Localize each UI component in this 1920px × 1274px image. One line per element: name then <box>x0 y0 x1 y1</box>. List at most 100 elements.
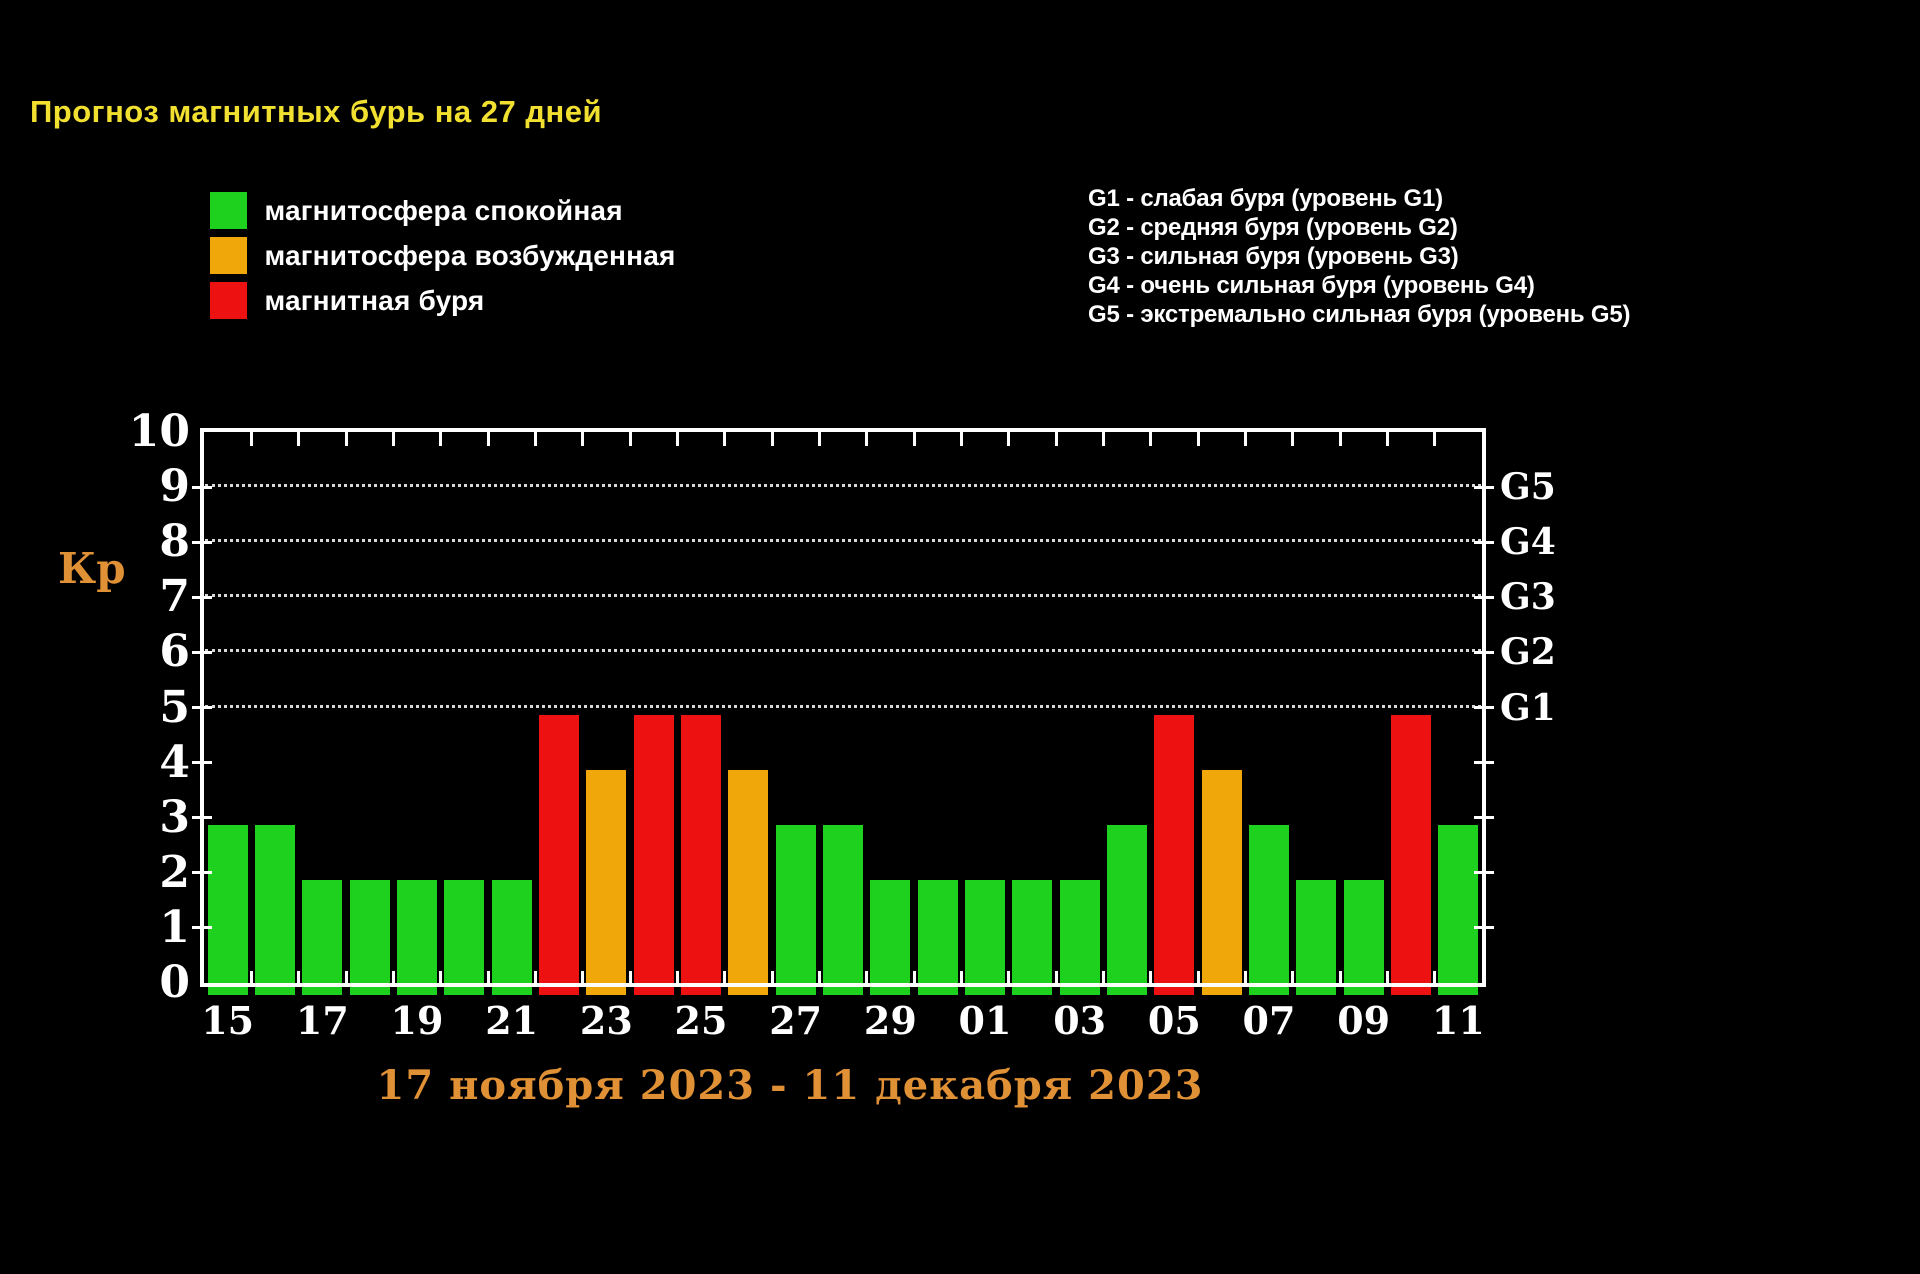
top-axis-tick <box>675 428 679 446</box>
right-axis-tick-kp-2 <box>1474 871 1494 875</box>
storm-scale-legend: G1 - слабая буря (уровень G1) G2 - средн… <box>1088 184 1631 329</box>
y-tick-label-6: 6 <box>159 626 190 678</box>
bar-day-03 <box>1059 879 1100 995</box>
storm-scale-line-g2: G2 - средняя буря (уровень G2) <box>1088 214 1458 241</box>
bottom-axis-tick <box>581 971 585 987</box>
bar-day-27 <box>775 824 816 995</box>
bar-day-19 <box>396 879 437 995</box>
bottom-axis-tick <box>1054 971 1058 987</box>
bottom-axis-tick <box>723 971 727 987</box>
y-tick-label-7: 7 <box>159 571 190 623</box>
bottom-axis-tick <box>391 971 395 987</box>
y-tick-label-10: 10 <box>128 406 190 457</box>
y-axis-label-kp: Кр <box>58 544 126 593</box>
gridline-kp-5 <box>205 704 1481 708</box>
right-axis-tick-kp-4 <box>1474 761 1494 765</box>
right-axis-label-g4: G4 <box>1500 521 1556 564</box>
bottom-axis-tick <box>439 971 443 987</box>
right-axis-tick-kp-1 <box>1474 926 1494 930</box>
bottom-axis-tick <box>297 971 301 987</box>
y-tick-label-2: 2 <box>159 846 190 898</box>
y-tick-label-9: 9 <box>159 461 190 513</box>
bottom-axis-tick <box>1291 971 1295 987</box>
legend-item-label: магнитная буря <box>264 284 485 316</box>
bar-day-17 <box>302 879 343 995</box>
x-tick-label-21: 21 <box>485 998 539 1043</box>
bottom-axis-tick <box>1385 971 1389 987</box>
x-tick-label-09: 09 <box>1337 998 1391 1043</box>
y-tick-label-8: 8 <box>159 516 190 568</box>
kp-forecast-bar-chart <box>192 428 1494 995</box>
right-axis-label-g5: G5 <box>1500 466 1556 509</box>
gridline-kp-9 <box>205 484 1481 488</box>
y-tick-label-4: 4 <box>159 736 190 788</box>
bar-day-05 <box>1154 714 1195 995</box>
legend-item-label: магнитосфера возбужденная <box>264 239 676 271</box>
bottom-axis-tick <box>344 971 348 987</box>
bottom-axis-tick <box>1196 971 1200 987</box>
bottom-axis-tick <box>1433 971 1437 987</box>
bottom-axis-tick <box>1243 971 1247 987</box>
bar-day-26 <box>728 769 769 995</box>
bar-day-01 <box>964 879 1005 995</box>
y-tick-label-0: 0 <box>159 957 190 1008</box>
y-tick-label-3: 3 <box>159 791 190 843</box>
y-tick-label-5: 5 <box>159 681 190 733</box>
bottom-axis-tick <box>865 971 869 987</box>
right-axis-tick-kp-6 <box>1474 650 1494 654</box>
top-axis-tick <box>865 428 869 446</box>
top-axis-tick <box>486 428 490 446</box>
right-axis-tick-kp-8 <box>1474 540 1494 544</box>
top-axis-tick <box>581 428 585 446</box>
x-tick-label-25: 25 <box>674 998 728 1043</box>
top-axis-tick <box>249 428 253 446</box>
top-axis-tick <box>533 428 537 446</box>
bar-day-29 <box>870 879 911 995</box>
x-tick-label-17: 17 <box>295 998 349 1043</box>
right-axis-label-g3: G3 <box>1500 576 1556 619</box>
y-tick-label-1: 1 <box>159 901 190 953</box>
legend-item-storm: магнитная буря <box>210 282 676 319</box>
x-tick-label-07: 07 <box>1242 998 1296 1043</box>
x-tick-label-27: 27 <box>769 998 823 1043</box>
legend-item-label: магнитосфера спокойная <box>264 194 623 226</box>
top-axis-line <box>200 428 1486 432</box>
bottom-axis-tick <box>1007 971 1011 987</box>
legend-item-excited: магнитосфера возбужденная <box>210 237 676 274</box>
bottom-axis-tick <box>1149 971 1153 987</box>
bar-day-23 <box>586 769 627 995</box>
bar-day-28 <box>822 824 863 995</box>
x-tick-label-29: 29 <box>863 998 917 1043</box>
bottom-axis-tick <box>770 971 774 987</box>
left-axis-tick-kp-2 <box>192 871 212 875</box>
bar-day-24 <box>633 714 674 995</box>
gridline-kp-6 <box>205 649 1481 653</box>
bar-day-15 <box>207 824 248 995</box>
top-axis-tick <box>1338 428 1342 446</box>
bottom-axis-tick <box>817 971 821 987</box>
left-axis-tick-kp-9 <box>192 485 212 489</box>
right-axis-tick-kp-5 <box>1474 706 1494 709</box>
top-axis-tick <box>344 428 348 446</box>
top-axis-tick <box>1196 428 1200 446</box>
left-axis-tick-kp-5 <box>192 706 212 709</box>
bottom-axis-tick <box>1101 971 1105 987</box>
right-axis-tick-kp-9 <box>1474 485 1494 489</box>
left-axis-tick-kp-4 <box>192 761 212 765</box>
bar-day-10 <box>1390 714 1431 995</box>
top-axis-tick <box>770 428 774 446</box>
top-axis-tick <box>1243 428 1247 446</box>
top-axis-tick <box>1385 428 1389 446</box>
bottom-axis-tick <box>486 971 490 987</box>
x-tick-label-23: 23 <box>579 998 633 1043</box>
bottom-axis-tick <box>628 971 632 987</box>
top-axis-tick <box>817 428 821 446</box>
bar-day-25 <box>680 714 721 995</box>
gridline-kp-8 <box>205 539 1481 543</box>
right-axis-label-g1: G1 <box>1500 686 1556 729</box>
gridline-kp-7 <box>205 594 1481 598</box>
bar-day-22 <box>538 714 579 995</box>
storm-scale-line-g5: G5 - экстремально сильная буря (уровень … <box>1088 301 1631 328</box>
bottom-axis-tick <box>959 971 963 987</box>
